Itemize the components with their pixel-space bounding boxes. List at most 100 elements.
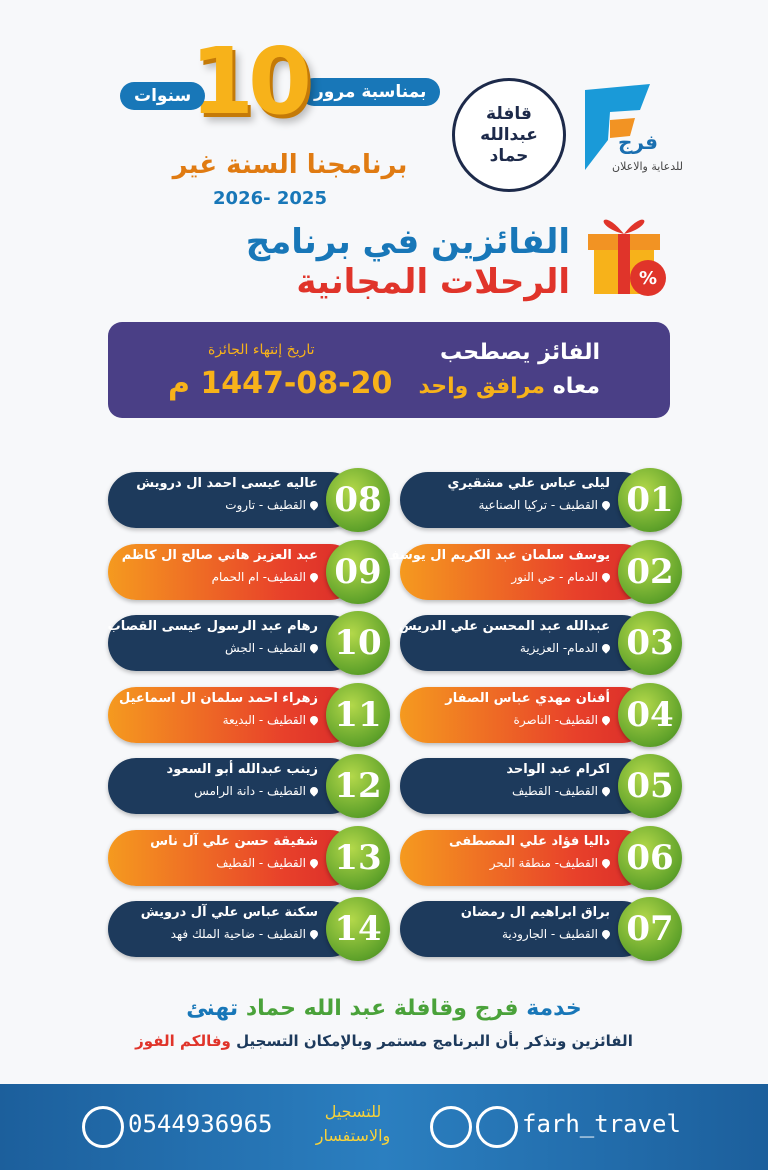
winner-location: القطيف - ضاحية الملك فهد [170, 927, 306, 941]
winner-card: 09 عبد العزيز هاني صالح ال كاظم القطيف- ام… [108, 539, 390, 604]
winner-bar [400, 901, 650, 957]
winner-number: 10 [326, 611, 390, 675]
title-line2: الرحلات المجانية [296, 262, 570, 302]
whatsapp-icon [82, 1106, 124, 1148]
social-handle: farh_travel [522, 1110, 681, 1138]
closing-caravan: وقافلة عبد الله حماد [245, 996, 467, 1021]
location-pin [308, 713, 320, 726]
winner-location-row: القطيف - الجارودية [501, 927, 612, 941]
winner-card: 14 سكنة عباس علي آل درويش القطيف - ضاحية ا… [108, 897, 390, 961]
slogan: برنامجنا السنة غير [172, 150, 408, 180]
winner-bar [108, 758, 358, 814]
winner-name: داليا فؤاد علي المصطفى [449, 833, 610, 849]
winner-bar [108, 901, 358, 957]
anniversary-number: 10 [190, 28, 312, 135]
winners-list: 01 ليلى عباس علي مشقيري القطيف - تركيا الص… [108, 468, 682, 961]
winner-bar [108, 472, 358, 528]
winner-location: القطيف- منطقة البحر [489, 855, 598, 870]
anniversary-suffix: سنوات [120, 82, 206, 110]
companion-prefix: معاه [552, 374, 600, 399]
winner-location-row: القطيف - القطيف [216, 856, 320, 870]
caravan-logo-text: حماد [489, 145, 529, 166]
footer-bar: 0544936965 للتسجيل والاستفسار farh_trave… [0, 1084, 768, 1170]
contact-label: للتسجيل والاستفسار [315, 1102, 391, 1145]
winner-bar [400, 686, 650, 743]
closing-start: خدمة [526, 996, 582, 1021]
winner-location-row: الدمام - حي النور [511, 569, 612, 584]
winner-bar [108, 615, 358, 671]
winner-number: 13 [326, 825, 390, 890]
location-pin [600, 642, 612, 654]
winner-number: 02 [618, 539, 682, 604]
winner-number: 03 [618, 611, 682, 675]
location-pin [600, 785, 612, 797]
instagram-icon [430, 1106, 472, 1148]
winner-location-row: القطيف - دانة الرامس [194, 784, 320, 798]
winner-number: 08 [326, 468, 390, 532]
winner-name: شفيقة حسن علي آل ناس [150, 833, 318, 849]
snapchat-icon [476, 1106, 518, 1148]
winner-name: زهراء احمد سلمان ال اسماعيل [119, 690, 318, 706]
winner-card: 04 أفنان مهدي عباس الصفار القطيف- الناصرة [400, 682, 682, 747]
winner-card: 01 ليلى عباس علي مشقيري القطيف - تركيا الص… [400, 468, 682, 532]
winner-bar [400, 543, 650, 600]
closing-line2: الفائزين وتذكر بأن البرنامج مستمر وبالإم… [0, 1032, 768, 1050]
winner-name: يوسف سلمان عبد الكريم ال يوسف [384, 547, 610, 563]
winner-bar [400, 472, 650, 528]
brand-mark [585, 84, 650, 170]
winner-location: القطيف- القطيف [511, 784, 598, 798]
winner-location-row: القطيف - البديعة [223, 713, 320, 727]
closing-highlight: وفالكم الفوز [135, 1032, 231, 1050]
winner-bar [108, 543, 358, 600]
winner-location-row: القطيف- القطيف [511, 784, 612, 798]
svg-text:%: % [639, 268, 657, 289]
winner-location-row: القطيف - الجش [225, 641, 320, 655]
winner-number: 11 [326, 682, 390, 747]
notice-box: الفائز يصطحب معاه مرافق واحد تاريخ إنتها… [108, 322, 670, 418]
closing-line1: خدمة فرج وقافلة عبد الله حماد تهنئ [0, 996, 768, 1021]
winner-location-row: القطيف - تركيا الصناعية [478, 498, 612, 512]
winner-name: اكرام عبد الواحد [506, 762, 610, 777]
title-line1: الفائزين في برنامج [245, 222, 570, 262]
winner-location: القطيف - دانة الرامس [194, 784, 306, 798]
caravan-logo-text: عبدالله [480, 124, 538, 145]
winner-number: 05 [618, 754, 682, 818]
winner-name: أفنان مهدي عباس الصفار [445, 690, 610, 706]
winner-card: 08 عاليه عيسى احمد ال درويش القطيف - تاروت [108, 468, 390, 532]
winner-number: 12 [326, 754, 390, 818]
winner-bar [400, 758, 650, 814]
winner-card: 10 رهام عبد الرسول عيسى القصاب القطيف - ال… [108, 611, 390, 675]
winner-number: 06 [618, 825, 682, 890]
winner-location-row: القطيف - ضاحية الملك فهد [170, 927, 320, 941]
winner-location-row: القطيف - تاروت [225, 498, 320, 512]
season: 2025 -2026 [213, 188, 327, 209]
companion-highlight: مرافق واحد [418, 374, 546, 399]
location-pin [600, 570, 612, 583]
winner-number: 07 [618, 897, 682, 961]
anniversary-prefix: بمناسبة مرور [300, 78, 441, 106]
winner-location-row: القطيف- الناصرة [514, 713, 612, 727]
caravan-logo-text: قافلة [486, 103, 532, 124]
winner-name: براق ابراهيم ال رمضان [460, 905, 610, 920]
location-pin [308, 785, 320, 797]
winner-location: الدمام - حي النور [511, 569, 598, 584]
brand-name: فرج [618, 130, 658, 154]
winner-card: 07 براق ابراهيم ال رمضان القطيف - الجارودي… [400, 897, 682, 961]
closing-brand: فرج [474, 996, 519, 1021]
companion-line1: الفائز يصطحب [439, 340, 600, 365]
winner-name: ليلى عباس علي مشقيري [447, 476, 610, 491]
expiry-label: تاريخ إنتهاء الجائزة [208, 342, 315, 358]
phone: 0544936965 [128, 1110, 273, 1138]
winner-location: الدمام- العزيزية [519, 641, 598, 655]
winner-name: عبد العزيز هاني صالح ال كاظم [121, 547, 318, 563]
location-pin [600, 499, 612, 511]
winner-card: 12 زينب عبدالله أبو السعود القطيف - دانة ا… [108, 754, 390, 818]
winner-number: 09 [326, 539, 390, 604]
closing-text: الفائزين وتذكر بأن البرنامج مستمر وبالإم… [236, 1032, 633, 1050]
location-pin [308, 642, 320, 654]
winner-name: سكنة عباس علي آل درويش [140, 905, 318, 920]
winner-number: 14 [326, 897, 390, 961]
location-pin [308, 499, 320, 511]
winner-location: القطيف - الجارودية [501, 927, 598, 941]
